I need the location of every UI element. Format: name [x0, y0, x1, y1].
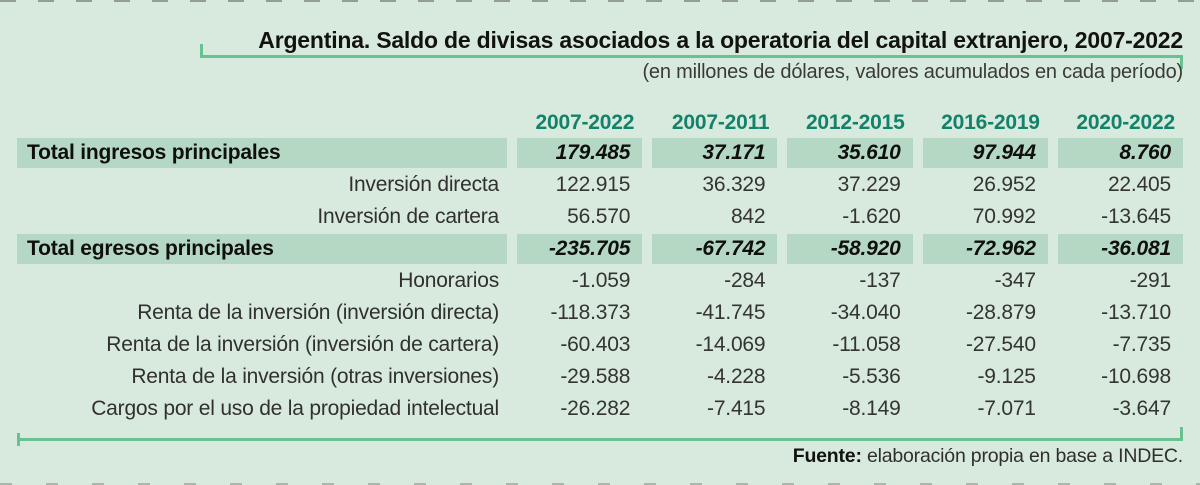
cell-value: -4.228	[707, 365, 766, 388]
cell-value: -10.698	[1101, 365, 1171, 388]
row-label-renta-otras: Renta de la inversión (otras inversiones…	[131, 365, 499, 388]
cell-value: 37.229	[837, 173, 901, 196]
cell-value: -5.536	[842, 365, 901, 388]
row-label-total-egresos: Total egresos principales	[17, 234, 507, 264]
cell-value: -41.745	[695, 301, 766, 324]
cell-value: -13.645	[1101, 205, 1171, 228]
cell-value: 26.952	[972, 173, 1036, 196]
cell-value: 97.944	[922, 138, 1048, 168]
cell-value: -72.962	[922, 234, 1048, 264]
cell-value: -8.149	[842, 397, 901, 420]
cell-value: -58.920	[787, 234, 913, 264]
col-header-5: 2020-2022	[1076, 111, 1175, 134]
cell-value: -67.742	[652, 234, 778, 264]
data-table: 2007-2022 2007-2011 2012-2015 2016-2019 …	[17, 106, 1183, 424]
cell-value: -9.125	[977, 365, 1036, 388]
cell-value: -347	[994, 269, 1036, 292]
col-header-1: 2007-2022	[535, 111, 635, 134]
cell-value: -137	[859, 269, 901, 292]
row-label-renta-inv-cartera: Renta de la inversión (inversión de cart…	[106, 333, 499, 356]
cell-value: -28.879	[965, 301, 1036, 324]
source-note: Fuente: elaboración propia en base a IND…	[793, 445, 1183, 468]
cell-value: -11.058	[832, 333, 901, 356]
figure-title: Argentina. Saldo de divisas asociados a …	[258, 27, 1183, 53]
cell-value: -29.588	[560, 365, 631, 388]
cell-value: 35.610	[787, 138, 913, 168]
cell-value: 56.570	[567, 205, 631, 228]
source-text: elaboración propia en base a INDEC.	[861, 445, 1183, 467]
cell-value: 122.915	[555, 173, 631, 196]
cell-value: -118.373	[550, 301, 631, 324]
cell-value: -60.403	[560, 333, 631, 356]
row-label-inversion-directa: Inversión directa	[348, 173, 499, 196]
cell-value: 37.171	[652, 138, 778, 168]
cell-value: 8.760	[1057, 138, 1183, 168]
footer-rule	[17, 427, 1183, 446]
cell-value: 70.992	[972, 205, 1036, 228]
cell-value: 36.329	[702, 173, 766, 196]
row-label-cargos-propiedad: Cargos por el uso de la propiedad intele…	[91, 397, 499, 420]
cell-value: -291	[1129, 269, 1171, 292]
cell-value: -1.620	[842, 205, 901, 228]
cell-value: -1.059	[571, 269, 631, 292]
cell-value: -7.415	[707, 397, 766, 420]
cell-value: -27.540	[965, 333, 1036, 356]
cell-value: -13.710	[1101, 301, 1171, 324]
cell-value: -7.071	[977, 397, 1036, 420]
cell-value: -3.647	[1112, 397, 1172, 420]
cell-value: -14.069	[695, 333, 766, 356]
cell-value: 842	[730, 205, 766, 228]
cell-value: -26.282	[560, 397, 631, 420]
source-label: Fuente:	[792, 445, 862, 467]
header-spacer	[17, 106, 507, 140]
cell-value: -36.081	[1057, 234, 1183, 264]
col-header-4: 2016-2019	[941, 111, 1040, 134]
title-underline	[200, 44, 1183, 69]
col-header-3: 2012-2015	[805, 111, 905, 134]
row-label-inversion-cartera: Inversión de cartera	[317, 205, 499, 228]
cell-value: 179.485	[517, 138, 643, 168]
row-label-renta-inv-directa: Renta de la inversión (inversión directa…	[137, 301, 499, 324]
cell-value: -284	[724, 269, 766, 292]
row-label-honorarios: Honorarios	[398, 269, 499, 292]
top-crop-artifact	[0, 0, 1200, 2]
col-header-2: 2007-2011	[671, 111, 770, 134]
cell-value: 22.405	[1107, 173, 1171, 196]
cell-value: -34.040	[830, 301, 901, 324]
cell-value: -235.705	[517, 234, 643, 264]
cell-value: -7.735	[1112, 333, 1172, 356]
row-label-total-ingresos: Total ingresos principales	[17, 138, 507, 168]
figure-subtitle: (en millones de dólares, valores acumula…	[642, 61, 1183, 83]
